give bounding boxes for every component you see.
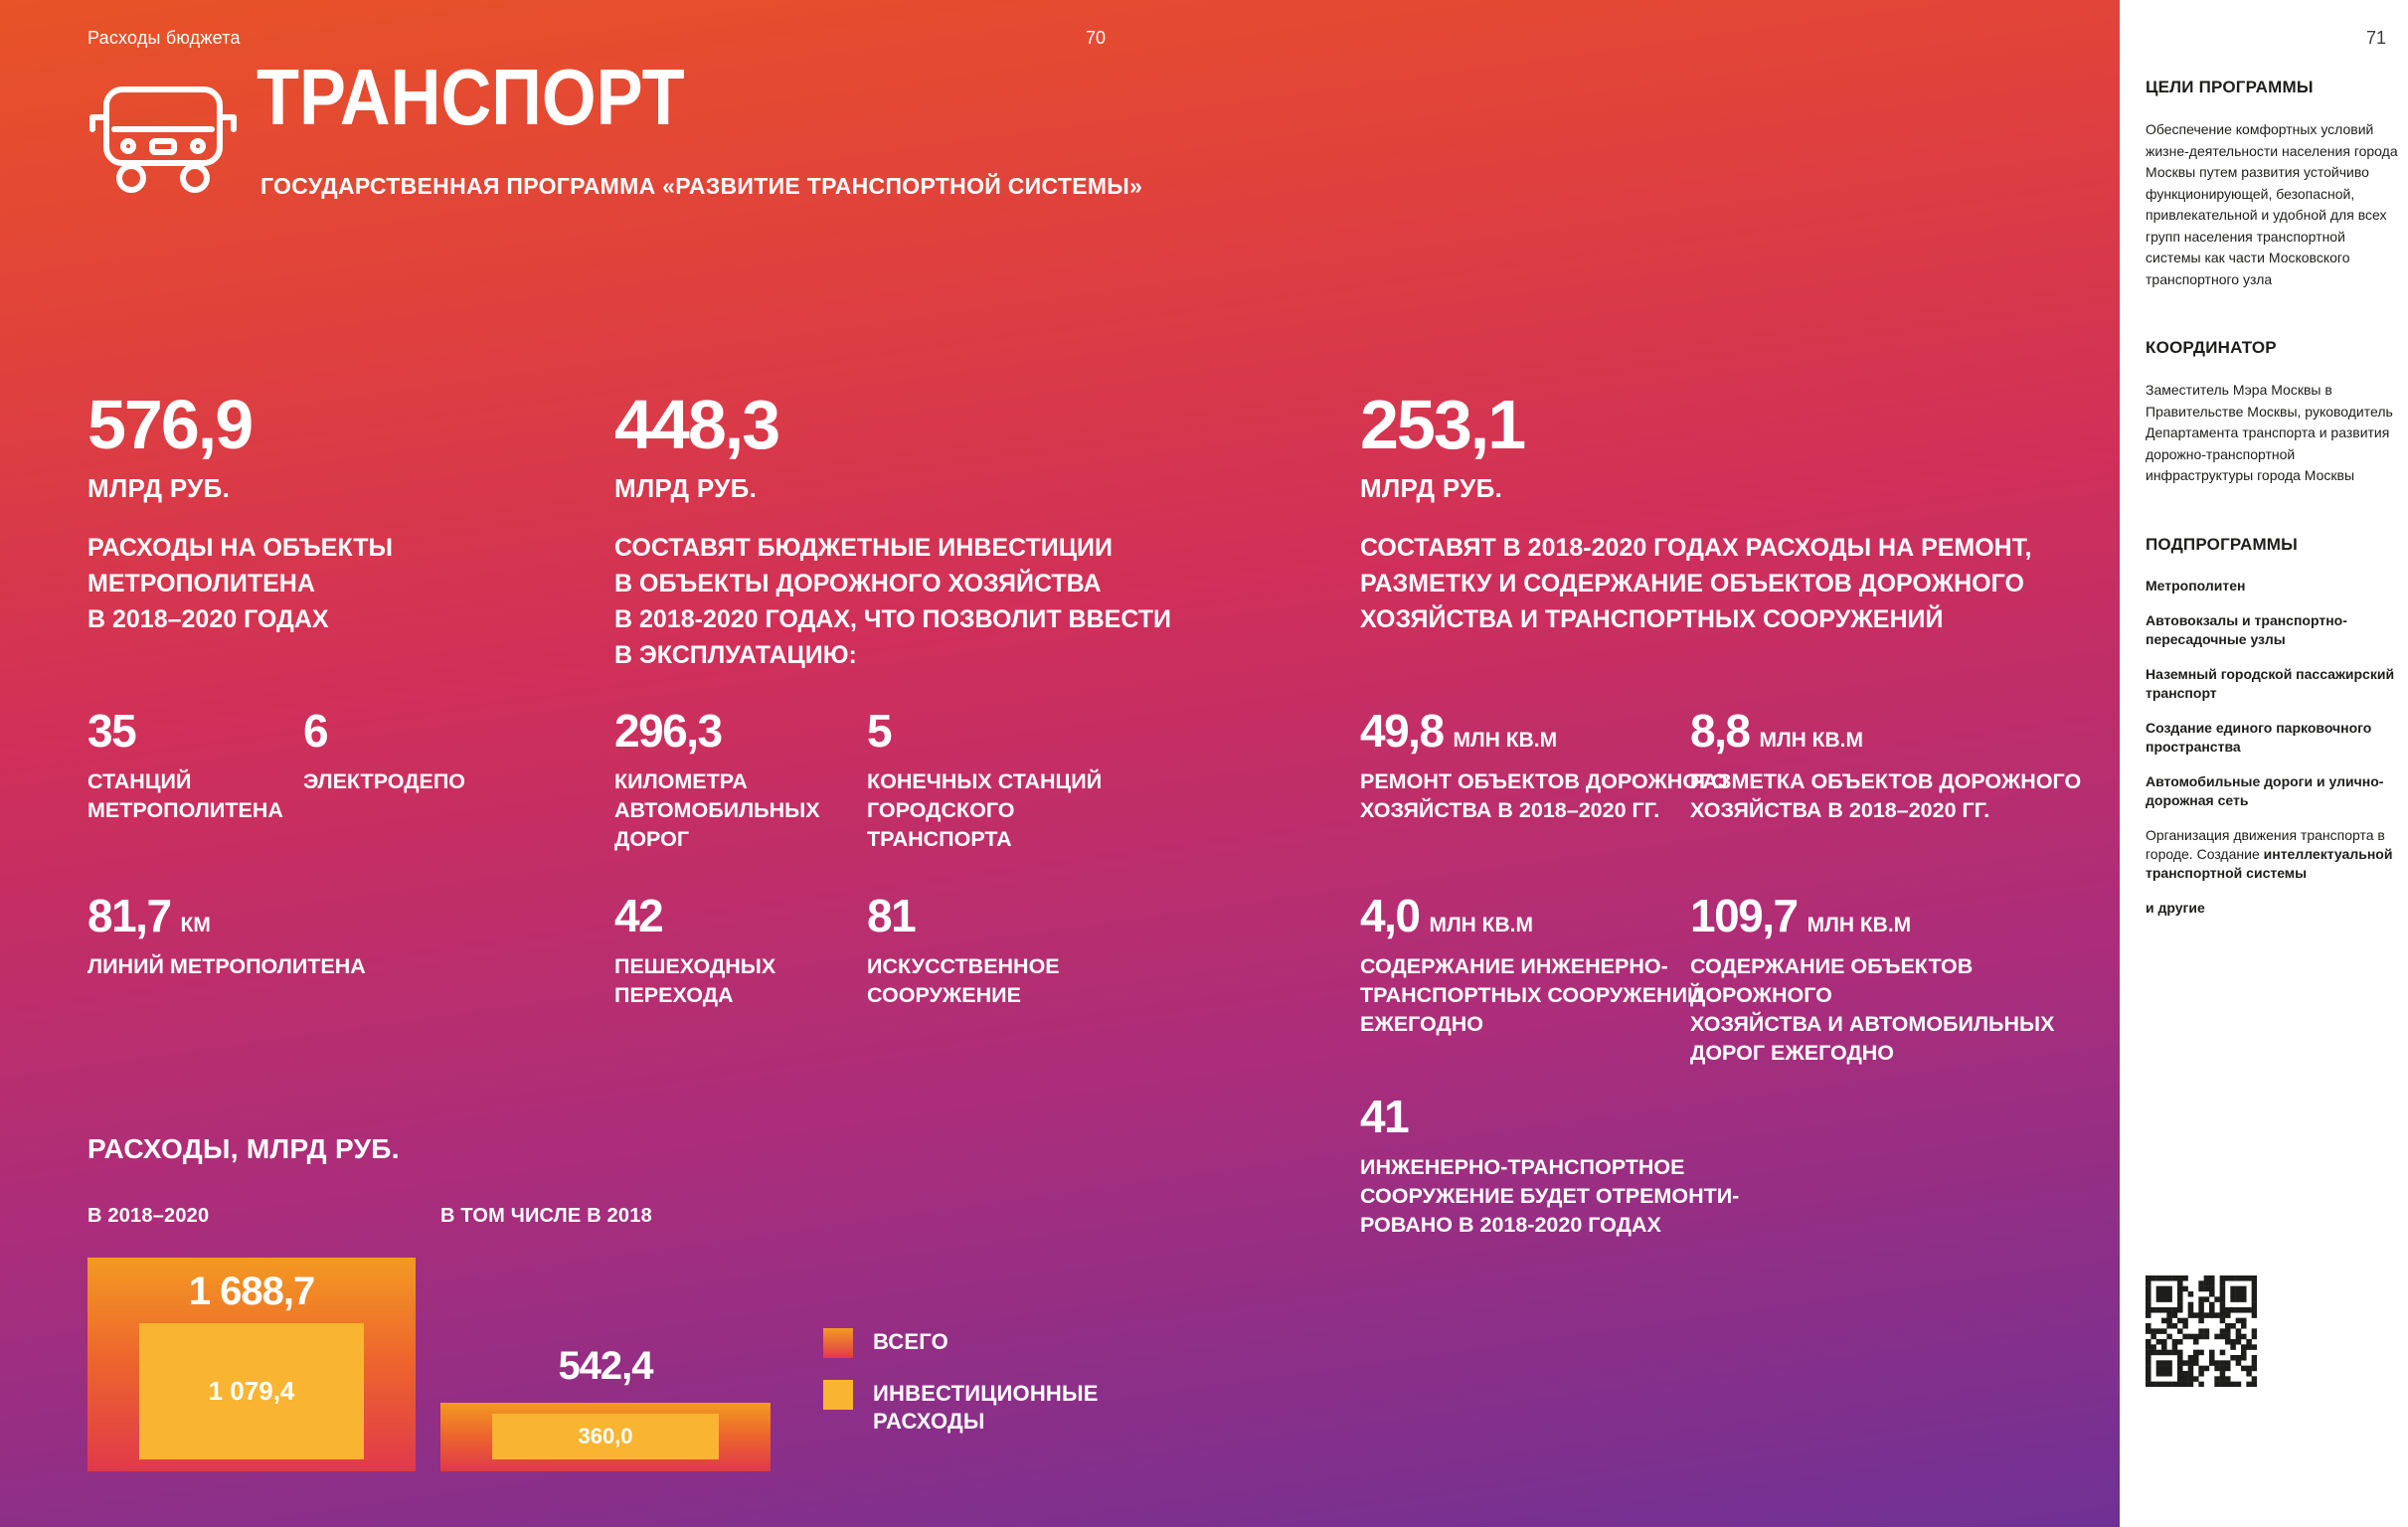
legend-label: ИНВЕСТИЦИОННЫЕ РАСХОДЫ xyxy=(873,1381,1099,1434)
page-title: ТРАНСПОРТ xyxy=(257,53,685,141)
chart-title: РАСХОДЫ, МЛРД РУБ. xyxy=(87,1133,400,1164)
stat-unit: МЛРД РУБ. xyxy=(1360,473,1503,503)
stat-value: 49,8 xyxy=(1360,705,1445,757)
stat-label: КОНЕЧНЫХ СТАНЦИЙ ГОРОДСКОГО ТРАНСПОРТА xyxy=(867,769,1103,851)
stat-terminal-stations: 5 КОНЕЧНЫХ СТАНЦИЙ ГОРОДСКОГО ТРАНСПОРТА xyxy=(867,708,1102,854)
subprogram-item-others: и другие xyxy=(2146,899,2205,916)
stat-value: 296,3 xyxy=(614,705,723,757)
page-title-wrap: ТРАНСПОРТ xyxy=(257,58,743,137)
stat-maintenance-structures: 4,0 МЛН КВ.М СОДЕРЖАНИЕ ИНЖЕНЕРНО- ТРАНСП… xyxy=(1360,893,1703,1039)
stat-unit: МЛРД РУБ. xyxy=(87,473,231,503)
legend-swatch-total xyxy=(823,1328,853,1358)
stat-value: 5 xyxy=(867,705,893,757)
subprogram-item-terminals: Автовокзалы и транспортно-пересадочные у… xyxy=(2146,611,2347,647)
stat-label: СТАНЦИЙ МЕТРОПОЛИТЕНА xyxy=(87,769,283,822)
subprogram-item-traffic: Организация движения транспорта в городе… xyxy=(2146,826,2402,883)
legend-item-total: ВСЕГО xyxy=(823,1328,1099,1358)
stat-unit: КМ xyxy=(180,914,211,936)
stat-value: 41 xyxy=(1360,1091,1410,1142)
stat-label: ЭЛЕКТРОДЕПО xyxy=(303,769,466,793)
chart-bar-investment-2018: 360,0 xyxy=(492,1414,719,1459)
stat-value: 109,7 xyxy=(1690,890,1799,941)
stat-label: ИСКУССТВЕННОЕ СООРУЖЕНИЕ xyxy=(867,954,1060,1007)
stat-unit: МЛН КВ.М xyxy=(1453,729,1558,752)
car-icon xyxy=(85,66,242,212)
right-page: 71 ЦЕЛИ ПРОГРАММЫ Обеспечение комфортных… xyxy=(2120,0,2408,1527)
breadcrumb: Расходы бюджета xyxy=(87,28,241,48)
stat-metro-lines: 81,7 КМ ЛИНИЙ МЕТРОПОЛИТЕНА xyxy=(87,893,366,981)
stat-label: РАЗМЕТКА ОБЪЕКТОВ ДОРОЖНОГО ХОЗЯЙСТВА В … xyxy=(1690,769,2082,822)
chart-legend: ВСЕГО ИНВЕСТИЦИОННЫЕ РАСХОДЫ xyxy=(823,1328,1099,1436)
goals-text: Обеспечение комфортных условий жизне-дея… xyxy=(2146,121,2398,287)
coordinator-text: Заместитель Мэра Москвы в Правительстве … xyxy=(2146,382,2393,483)
chart-group-label-2018: В ТОМ ЧИСЛЕ В 2018 xyxy=(440,1205,652,1227)
stat-value: 576,9 xyxy=(87,386,254,463)
stat-description: СОСТАВЯТ В 2018-2020 ГОДАХ РАСХОДЫ НА РЕ… xyxy=(1360,534,2032,633)
chart-group-label-2018-2020: В 2018–2020 xyxy=(87,1205,210,1227)
stat-unit: МЛН КВ.М xyxy=(1429,914,1533,936)
stat-structures-repaired: 41 ИНЖЕНЕРНО-ТРАНСПОРТНОЕ СООРУЖЕНИЕ БУД… xyxy=(1360,1094,1739,1240)
subprogram-text-regular: Организация движения транспорта в городе… xyxy=(2146,826,2385,862)
stat-label: СОДЕРЖАНИЕ ИНЖЕНЕРНО- ТРАНСПОРТНЫХ СООРУ… xyxy=(1360,954,1703,1036)
stat-description: СОСТАВЯТ БЮДЖЕТНЫЕ ИНВЕСТИЦИИ В ОБЪЕКТЫ … xyxy=(614,534,1172,669)
chart-bar-total-2018: 542,4 360,0 xyxy=(440,1344,771,1471)
stat-unit: МЛРД РУБ. xyxy=(614,473,758,503)
stat-value: 4,0 xyxy=(1360,890,1421,941)
stat-value: 8,8 xyxy=(1690,705,1751,757)
page-number-right: 71 xyxy=(2365,28,2386,48)
chart-bar-total-2018-2020: 1 688,7 1 079,4 xyxy=(87,1258,416,1471)
stat-value: 35 xyxy=(87,705,137,757)
stat-repair-area: 49,8 МЛН КВ.М РЕМОНТ ОБЪЕКТОВ ДОРОЖНОГО Х… xyxy=(1360,708,1728,825)
bar-total-value: 542,4 xyxy=(558,1344,653,1388)
stat-label: КИЛОМЕТРА АВТОМОБИЛЬНЫХ ДОРОГ xyxy=(614,769,820,851)
chart-bar-investment-2018-2020: 1 079,4 xyxy=(139,1323,364,1459)
subprogram-item-roads: Автомобильные дороги и улично-дорожная с… xyxy=(2146,772,2384,808)
subprogram-item-parking: Создание единого парковочного пространст… xyxy=(2146,719,2372,755)
legend-label: ВСЕГО xyxy=(873,1329,948,1354)
page-number-left: 70 xyxy=(1086,28,1107,48)
coordinator-heading: КООРДИНАТОР xyxy=(2146,338,2277,357)
bar-investment-value: 360,0 xyxy=(578,1424,633,1448)
stat-unit: МЛН КВ.М xyxy=(1759,729,1863,752)
stat-label: ПЕШЕХОДНЫХ ПЕРЕХОДА xyxy=(614,954,776,1007)
stat-value: 253,1 xyxy=(1360,386,1526,463)
stat-marking-area: 8,8 МЛН КВ.М РАЗМЕТКА ОБЪЕКТОВ ДОРОЖНОГО … xyxy=(1690,708,2081,825)
legend-swatch-investment xyxy=(823,1380,853,1410)
stat-label: ИНЖЕНЕРНО-ТРАНСПОРТНОЕ СООРУЖЕНИЕ БУДЕТ … xyxy=(1360,1155,1740,1237)
stat-road-investment: 448,3 МЛРД РУБ. СОСТАВЯТ БЮДЖЕТНЫЕ ИНВЕС… xyxy=(614,390,1330,673)
stat-value: 6 xyxy=(303,705,329,757)
stat-maintenance-roads: 109,7 МЛН КВ.М СОДЕРЖАНИЕ ОБЪЕКТОВ ДОРОЖН… xyxy=(1690,893,2120,1068)
stat-value: 448,3 xyxy=(614,386,780,463)
left-page: Расходы бюджета 70 ТРАНСПОРТ ГОСУДАРСТВЕ… xyxy=(0,0,2120,1527)
subprogram-item-metro: Метрополитен xyxy=(2146,577,2246,594)
bar-investment-value: 1 079,4 xyxy=(208,1376,295,1406)
stat-unit: МЛН КВ.М xyxy=(1806,914,1912,936)
subprogram-text-bold: интеллектуальной транспортной системы xyxy=(2146,845,2393,881)
subprograms-heading: ПОДПРОГРАММЫ xyxy=(2146,534,2299,554)
stat-metro-stations: 35 СТАНЦИЙ МЕТРОПОЛИТЕНА xyxy=(87,708,283,825)
stat-label: ЛИНИЙ МЕТРОПОЛИТЕНА xyxy=(87,954,366,978)
bar-total-value: 1 688,7 xyxy=(188,1270,315,1313)
qr-code xyxy=(2146,1275,2258,1388)
stat-label: РЕМОНТ ОБЪЕКТОВ ДОРОЖНОГО ХОЗЯЙСТВА В 20… xyxy=(1360,769,1728,822)
page-subtitle: ГОСУДАРСТВЕННАЯ ПРОГРАММА «РАЗВИТИЕ ТРАН… xyxy=(260,173,1143,199)
stat-maintenance-spending: 253,1 МЛРД РУБ. СОСТАВЯТ В 2018-2020 ГОД… xyxy=(1360,390,2086,637)
stat-artificial-structures: 81 ИСКУССТВЕННОЕ СООРУЖЕНИЕ xyxy=(867,893,1060,1010)
subprogram-item-ground-transport: Наземный городской пассажирский транспор… xyxy=(2146,665,2395,701)
stat-metro-spending: 576,9 МЛРД РУБ. РАСХОДЫ НА ОБЪЕКТЫ МЕТРО… xyxy=(87,390,585,637)
stat-description: РАСХОДЫ НА ОБЪЕКТЫ МЕТРОПОЛИТЕНА В 2018–… xyxy=(87,534,393,633)
stat-value: 42 xyxy=(614,890,664,941)
goals-heading: ЦЕЛИ ПРОГРАММЫ xyxy=(2146,78,2314,96)
stat-value: 81 xyxy=(867,890,917,941)
stat-value: 81,7 xyxy=(87,890,172,941)
stat-pedestrian-crossings: 42 ПЕШЕХОДНЫХ ПЕРЕХОДА xyxy=(614,893,775,1010)
stat-label: СОДЕРЖАНИЕ ОБЪЕКТОВ ДОРОЖНОГО ХОЗЯЙСТВА … xyxy=(1690,954,2055,1065)
legend-item-investment: ИНВЕСТИЦИОННЫЕ РАСХОДЫ xyxy=(823,1380,1099,1436)
stat-electrodepo: 6 ЭЛЕКТРОДЕПО xyxy=(303,708,465,796)
stat-roads-km: 296,3 КИЛОМЕТРА АВТОМОБИЛЬНЫХ ДОРОГ xyxy=(614,708,820,854)
